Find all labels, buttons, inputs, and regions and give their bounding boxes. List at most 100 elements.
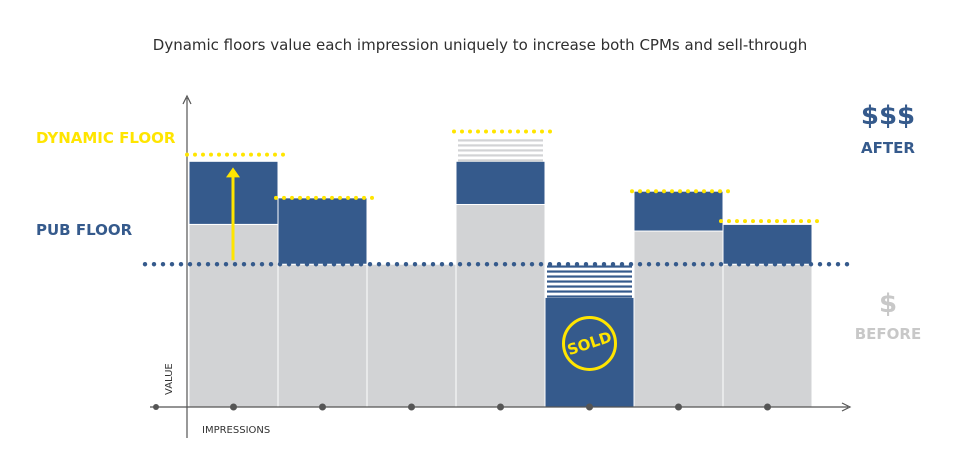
dynamic-floor-dot <box>719 219 723 224</box>
dynamic-floor-dot <box>775 219 779 224</box>
pub-floor-dot <box>565 262 571 267</box>
x-axis-tick-dot <box>230 403 237 411</box>
pub-floor-dot <box>736 262 742 267</box>
pub-floor-dot <box>223 262 229 267</box>
pub-floor-dot <box>745 262 751 267</box>
pub-floor-dot <box>511 262 517 267</box>
pub-floor-dot <box>160 262 166 267</box>
striped-line <box>547 280 632 283</box>
dynamic-floor-dot <box>468 129 472 134</box>
dynamic-floor-dot <box>354 195 358 200</box>
dynamic-floor-dot <box>249 152 253 157</box>
pub-floor-dot <box>151 262 157 267</box>
dynamic-floor-dot <box>460 129 464 134</box>
dynamic-floor-dot <box>476 129 480 134</box>
dynamic-floor-dot <box>727 219 731 224</box>
dynamic-floor-dot <box>314 195 318 200</box>
pub-floor-dot <box>259 262 265 267</box>
dynamic-floor-dot <box>783 219 787 224</box>
dynamic-floor-dot <box>710 189 714 194</box>
pub-floor-dot <box>142 262 148 267</box>
before-bar <box>633 230 724 408</box>
dynamic-floor-dot <box>654 189 658 194</box>
pub-floor-dot <box>700 262 706 267</box>
striped-line <box>547 275 632 278</box>
pub-floor-dot <box>475 262 481 267</box>
dynamic-floor-dot <box>241 152 245 157</box>
pub-floor-dot <box>718 262 724 267</box>
dynamic-floor-dot <box>282 195 286 200</box>
dynamic-floor-dot <box>807 219 811 224</box>
striped-line <box>458 154 543 157</box>
after-increase-bar <box>633 190 724 232</box>
dynamic-floor-label: DYNAMIC FLOOR <box>36 129 176 147</box>
pub-floor-dot <box>709 262 715 267</box>
before-bar <box>455 203 546 408</box>
dynamic-floor-dot <box>209 152 213 157</box>
x-axis-tick-dot <box>497 403 504 411</box>
pub-floor-dot <box>583 262 589 267</box>
dynamic-floor-dot <box>346 195 350 200</box>
pub-floor-dot <box>790 262 796 267</box>
dynamic-floor-dot <box>322 195 326 200</box>
dynamic-floor-dot <box>290 195 294 200</box>
dynamic-floor-dot <box>524 129 528 134</box>
dynamic-floor-dot <box>799 219 803 224</box>
pub-floor-dot <box>610 262 616 267</box>
pub-floor-dot <box>628 262 634 267</box>
pub-floor-dot <box>340 262 346 267</box>
pub-floor-dot <box>178 262 184 267</box>
dynamic-floor-dot <box>516 129 520 134</box>
pub-floor-dot <box>556 262 562 267</box>
dynamic-floor-dot <box>362 195 366 200</box>
pub-floor-dot <box>358 262 364 267</box>
pub-floor-dot <box>592 262 598 267</box>
dynamic-floor-dot <box>767 219 771 224</box>
dynamic-floor-dot <box>370 195 374 200</box>
dynamic-floor-dot <box>791 219 795 224</box>
pub-floor-dot <box>691 262 697 267</box>
pub-floor-dot <box>727 262 733 267</box>
pub-floor-dot <box>412 262 418 267</box>
pub-floor-dot <box>430 262 436 267</box>
pub-floor-dot <box>646 262 652 267</box>
pub-floor-dot <box>394 262 400 267</box>
bars-group <box>188 139 813 408</box>
dynamic-floor-dot <box>726 189 730 194</box>
dynamic-floor-dot <box>638 189 642 194</box>
dynamic-floor-dot <box>492 129 496 134</box>
dynamic-floor-dot <box>702 189 706 194</box>
x-axis-tick-dot <box>408 403 415 411</box>
pub-floor-dot <box>295 262 301 267</box>
after-increase-bar <box>722 223 813 265</box>
dynamic-floor-dot <box>273 152 277 157</box>
pub-floor-dot <box>520 262 526 267</box>
dynamic-floor-dot <box>500 129 504 134</box>
pub-floor-dot <box>493 262 499 267</box>
pub-floor-dot <box>457 262 463 267</box>
x-axis-tick-dot <box>586 403 593 411</box>
dynamic-floor-dot <box>233 152 237 157</box>
dynamic-floor-dot <box>281 152 285 157</box>
sold-circle <box>562 315 617 371</box>
pub-floor-dot <box>601 262 607 267</box>
pub-floor-dot <box>448 262 454 267</box>
pub-floor-dot <box>196 262 202 267</box>
dynamic-floor-dot <box>751 219 755 224</box>
axes-group <box>150 94 852 438</box>
dynamic-floor-dot <box>225 152 229 157</box>
dynamic-floor-dot <box>306 195 310 200</box>
pub-floor-dot <box>322 262 328 267</box>
dynamic-floor-dot <box>815 219 819 224</box>
pub-floor-dot <box>466 262 472 267</box>
dynamic-floor-dot <box>662 189 666 194</box>
dynamic-floor-dot <box>298 195 302 200</box>
pub-floor-dot <box>421 262 427 267</box>
pub-floor-dot <box>241 262 247 267</box>
floors-group <box>142 129 850 267</box>
dynamic-floor-dot <box>678 189 682 194</box>
pub-floor-dot <box>781 262 787 267</box>
pub-floor-dot <box>286 262 292 267</box>
y-axis-arrow <box>182 94 192 105</box>
striped-line <box>458 144 543 147</box>
